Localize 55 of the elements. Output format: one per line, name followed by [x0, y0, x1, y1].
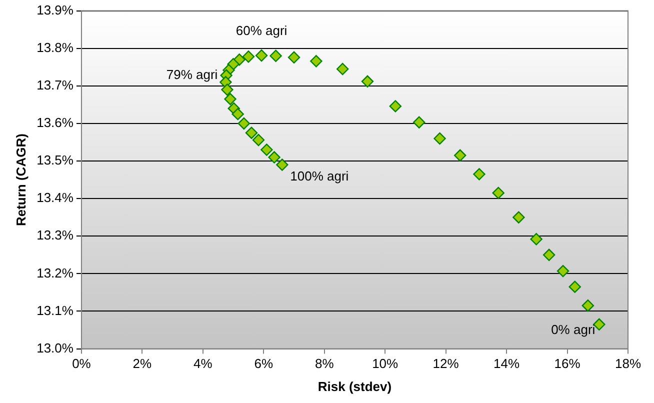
point [492, 186, 504, 200]
point [336, 62, 349, 76]
y-tick-label: 13.0% [36, 340, 74, 356]
point [556, 264, 570, 278]
y-axis-title: Return (CAGR) [13, 134, 28, 226]
point [245, 126, 258, 139]
x-tick-label: 4% [194, 356, 213, 372]
point [221, 84, 234, 96]
point [242, 50, 255, 63]
point [232, 108, 244, 120]
point [473, 168, 486, 180]
x-tick-label: 14% [494, 356, 520, 372]
y-tick-label: 13.3% [36, 228, 74, 243]
x-tick-label: 6% [254, 356, 274, 372]
x-tick-label: 18% [614, 356, 642, 372]
point [593, 318, 606, 330]
point [252, 134, 265, 146]
point [413, 116, 426, 128]
y-tick-label: 13.5% [36, 152, 74, 168]
point [238, 117, 250, 130]
annotation: 60% agri [236, 23, 288, 38]
point [268, 151, 280, 164]
x-tick-label: 12% [432, 356, 460, 372]
point [568, 280, 581, 293]
point [361, 75, 374, 88]
x-tick-label: 0% [72, 356, 92, 372]
point [310, 55, 322, 68]
point [255, 49, 268, 62]
y-tick-label: 13.2% [36, 265, 74, 280]
point [542, 248, 556, 262]
point [530, 233, 542, 246]
y-tick-label: 13.9% [36, 2, 74, 18]
point [224, 92, 236, 106]
point [276, 158, 288, 171]
point [582, 300, 594, 312]
annotation: 100% agri [290, 168, 349, 184]
y-tick-label: 13.4% [36, 190, 74, 206]
x-tick-label: 10% [372, 356, 399, 372]
point [434, 132, 446, 145]
x-tick-label: 16% [554, 356, 581, 372]
point [512, 211, 525, 224]
y-tick-label: 13.1% [36, 302, 74, 318]
y-tick-label: 13.6% [36, 115, 74, 130]
point [270, 50, 282, 62]
point [288, 51, 300, 64]
point [454, 149, 466, 162]
y-tick-label: 13.7% [36, 77, 74, 92]
y-tick-label: 13.8% [36, 40, 74, 55]
annotation: 0% agri [551, 322, 596, 337]
point [260, 144, 273, 156]
point [389, 100, 402, 112]
annotation: 79% agri [166, 66, 218, 82]
x-axis-title: Risk (stdev) [318, 378, 392, 394]
x-tick-label: 2% [132, 356, 152, 372]
x-tick-label: 8% [314, 356, 334, 372]
